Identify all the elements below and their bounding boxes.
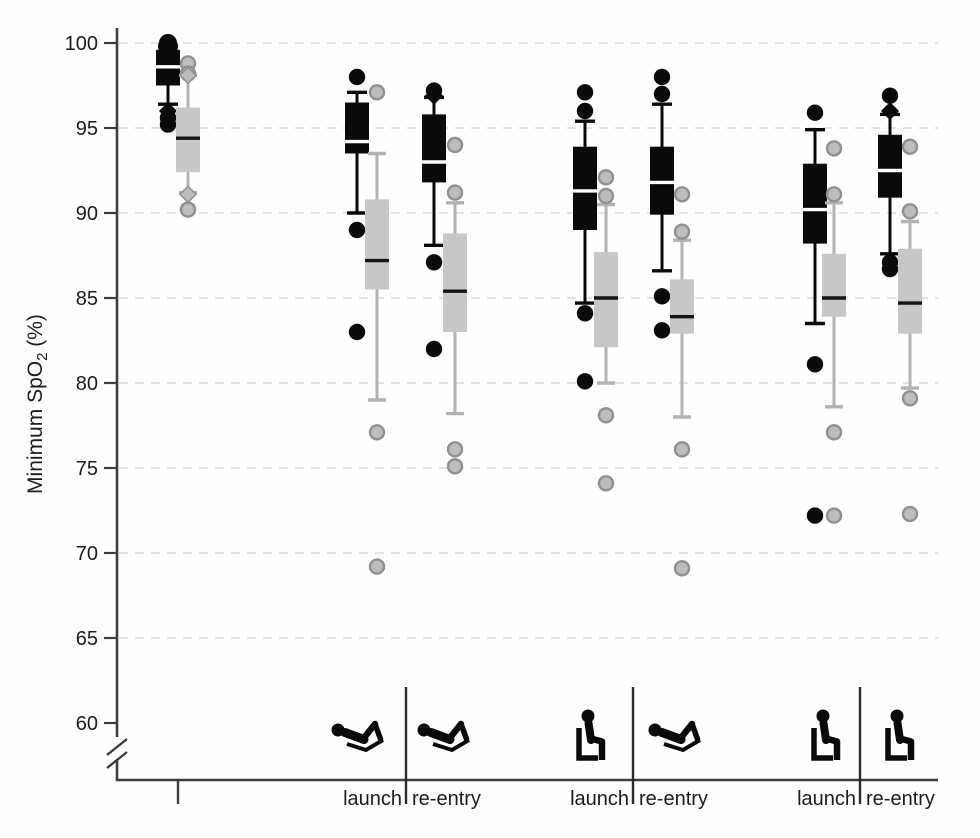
- group6-black-outlier: [806, 104, 824, 121]
- leg: [823, 734, 841, 760]
- y-tick-label-65: 65: [76, 628, 98, 650]
- group1-black-outlier-cluster: [158, 36, 178, 57]
- group7-gray-outlier: [901, 505, 919, 523]
- group2-gray-outlier: [368, 424, 386, 441]
- group1-gray-far-outlier-diamond: [178, 66, 198, 85]
- group4-gray-outlier: [597, 407, 615, 424]
- chair: [811, 728, 833, 761]
- group3-black-outlier: [425, 340, 443, 358]
- group3-black-outlier: [425, 254, 443, 271]
- chair: [576, 728, 598, 761]
- section-label-re-entry-6: re-entry: [866, 788, 935, 810]
- group7-black-outlier: [881, 87, 899, 104]
- group7-black-outlier: [881, 260, 899, 278]
- group4-gray-outlier: [597, 475, 615, 492]
- group4-gray-outlier: [597, 187, 615, 205]
- couch: [432, 738, 471, 753]
- y-tick-label-90: 90: [76, 203, 98, 225]
- group7-black-iqr-box: [878, 134, 902, 198]
- group2-gray-outlier: [368, 558, 386, 575]
- group3-black-far-outlier-diamond: [424, 86, 444, 105]
- head: [581, 709, 595, 723]
- seated-posture-icon-3: [576, 709, 606, 761]
- shin: [689, 721, 701, 742]
- group1-gray-far-outlier-diamond: [178, 185, 198, 204]
- y-tick-label-100: 100: [65, 33, 98, 55]
- group2-black-iqr-box: [345, 102, 369, 154]
- group7-gray-outlier: [901, 390, 919, 407]
- couch: [346, 738, 385, 753]
- leg: [588, 734, 606, 760]
- section-label-re-entry-4: re-entry: [639, 788, 708, 810]
- group2-black-outlier: [348, 221, 366, 239]
- group4-black-outlier: [576, 84, 594, 101]
- group6-gray-outlier: [825, 424, 843, 441]
- shin: [458, 721, 470, 742]
- recumbent-posture-icon-4: [648, 720, 702, 753]
- recumbent-posture-icon-1: [331, 720, 385, 753]
- section-label-launch-5: launch: [797, 788, 856, 810]
- group3-gray-outlier: [446, 136, 464, 154]
- group2-gray-outlier: [368, 84, 386, 101]
- group6-gray-iqr-box: [822, 253, 846, 317]
- y-tick-label-95: 95: [76, 118, 98, 140]
- group4-black-iqr-box: [573, 146, 597, 230]
- group6-gray-outlier: [825, 140, 843, 157]
- group4-gray-iqr-box: [594, 252, 618, 348]
- y-tick-label-60: 60: [76, 713, 98, 735]
- chair: [885, 728, 907, 761]
- group4-black-outlier: [576, 102, 594, 120]
- y-axis-title: Minimum SpO2 (%): [24, 314, 51, 494]
- seated-posture-icon-6: [885, 709, 915, 761]
- group4-black-outlier: [576, 305, 594, 322]
- leg: [897, 734, 915, 760]
- section-label-re-entry-2: re-entry: [412, 788, 481, 810]
- group6-gray-outlier: [825, 186, 843, 203]
- group6-black-iqr-box: [803, 163, 827, 244]
- group5-black-outlier: [653, 288, 671, 305]
- group5-gray-outlier: [673, 186, 691, 203]
- axis-break-icon: [106, 751, 128, 769]
- group4-gray-outlier: [597, 169, 615, 186]
- group5-black-outlier: [653, 68, 671, 86]
- group3-gray-iqr-box: [443, 233, 467, 332]
- group2-gray-iqr-box: [365, 199, 389, 290]
- y-tick-label-75: 75: [76, 458, 98, 480]
- group5-black-outlier: [653, 322, 671, 339]
- group7-gray-outlier: [901, 138, 919, 155]
- group6-gray-outlier: [825, 507, 843, 524]
- group1-gray-outlier: [179, 201, 197, 218]
- group3-black-iqr-box: [422, 114, 446, 183]
- axis-break-icon: [106, 738, 128, 756]
- group3-gray-outlier: [446, 184, 464, 201]
- section-label-launch-3: launch: [570, 788, 629, 810]
- group5-gray-outlier: [673, 441, 691, 458]
- group7-gray-outlier: [901, 203, 919, 220]
- couch: [663, 738, 702, 753]
- seated-posture-icon-5: [811, 709, 841, 761]
- group5-gray-outlier: [673, 560, 691, 577]
- shin: [372, 721, 384, 742]
- y-tick-label-80: 80: [76, 373, 98, 395]
- recumbent-posture-icon-2: [417, 720, 471, 753]
- group3-gray-outlier: [446, 458, 464, 475]
- head: [816, 709, 830, 723]
- group6-black-outlier: [806, 507, 824, 524]
- group5-gray-iqr-box: [670, 279, 694, 334]
- group5-black-outlier: [653, 85, 671, 103]
- y-tick-label-85: 85: [76, 288, 98, 310]
- group4-black-outlier: [576, 373, 594, 390]
- group2-black-outlier: [348, 323, 366, 341]
- section-label-launch-1: launch: [343, 788, 402, 810]
- group2-black-outlier: [348, 68, 366, 86]
- head: [890, 709, 904, 723]
- y-tick-label-70: 70: [76, 543, 98, 565]
- group7-gray-iqr-box: [898, 248, 922, 334]
- group7-black-far-outlier-diamond: [880, 101, 900, 121]
- group5-gray-outlier: [673, 223, 691, 240]
- group6-black-outlier: [806, 356, 824, 373]
- group3-gray-outlier: [446, 441, 464, 458]
